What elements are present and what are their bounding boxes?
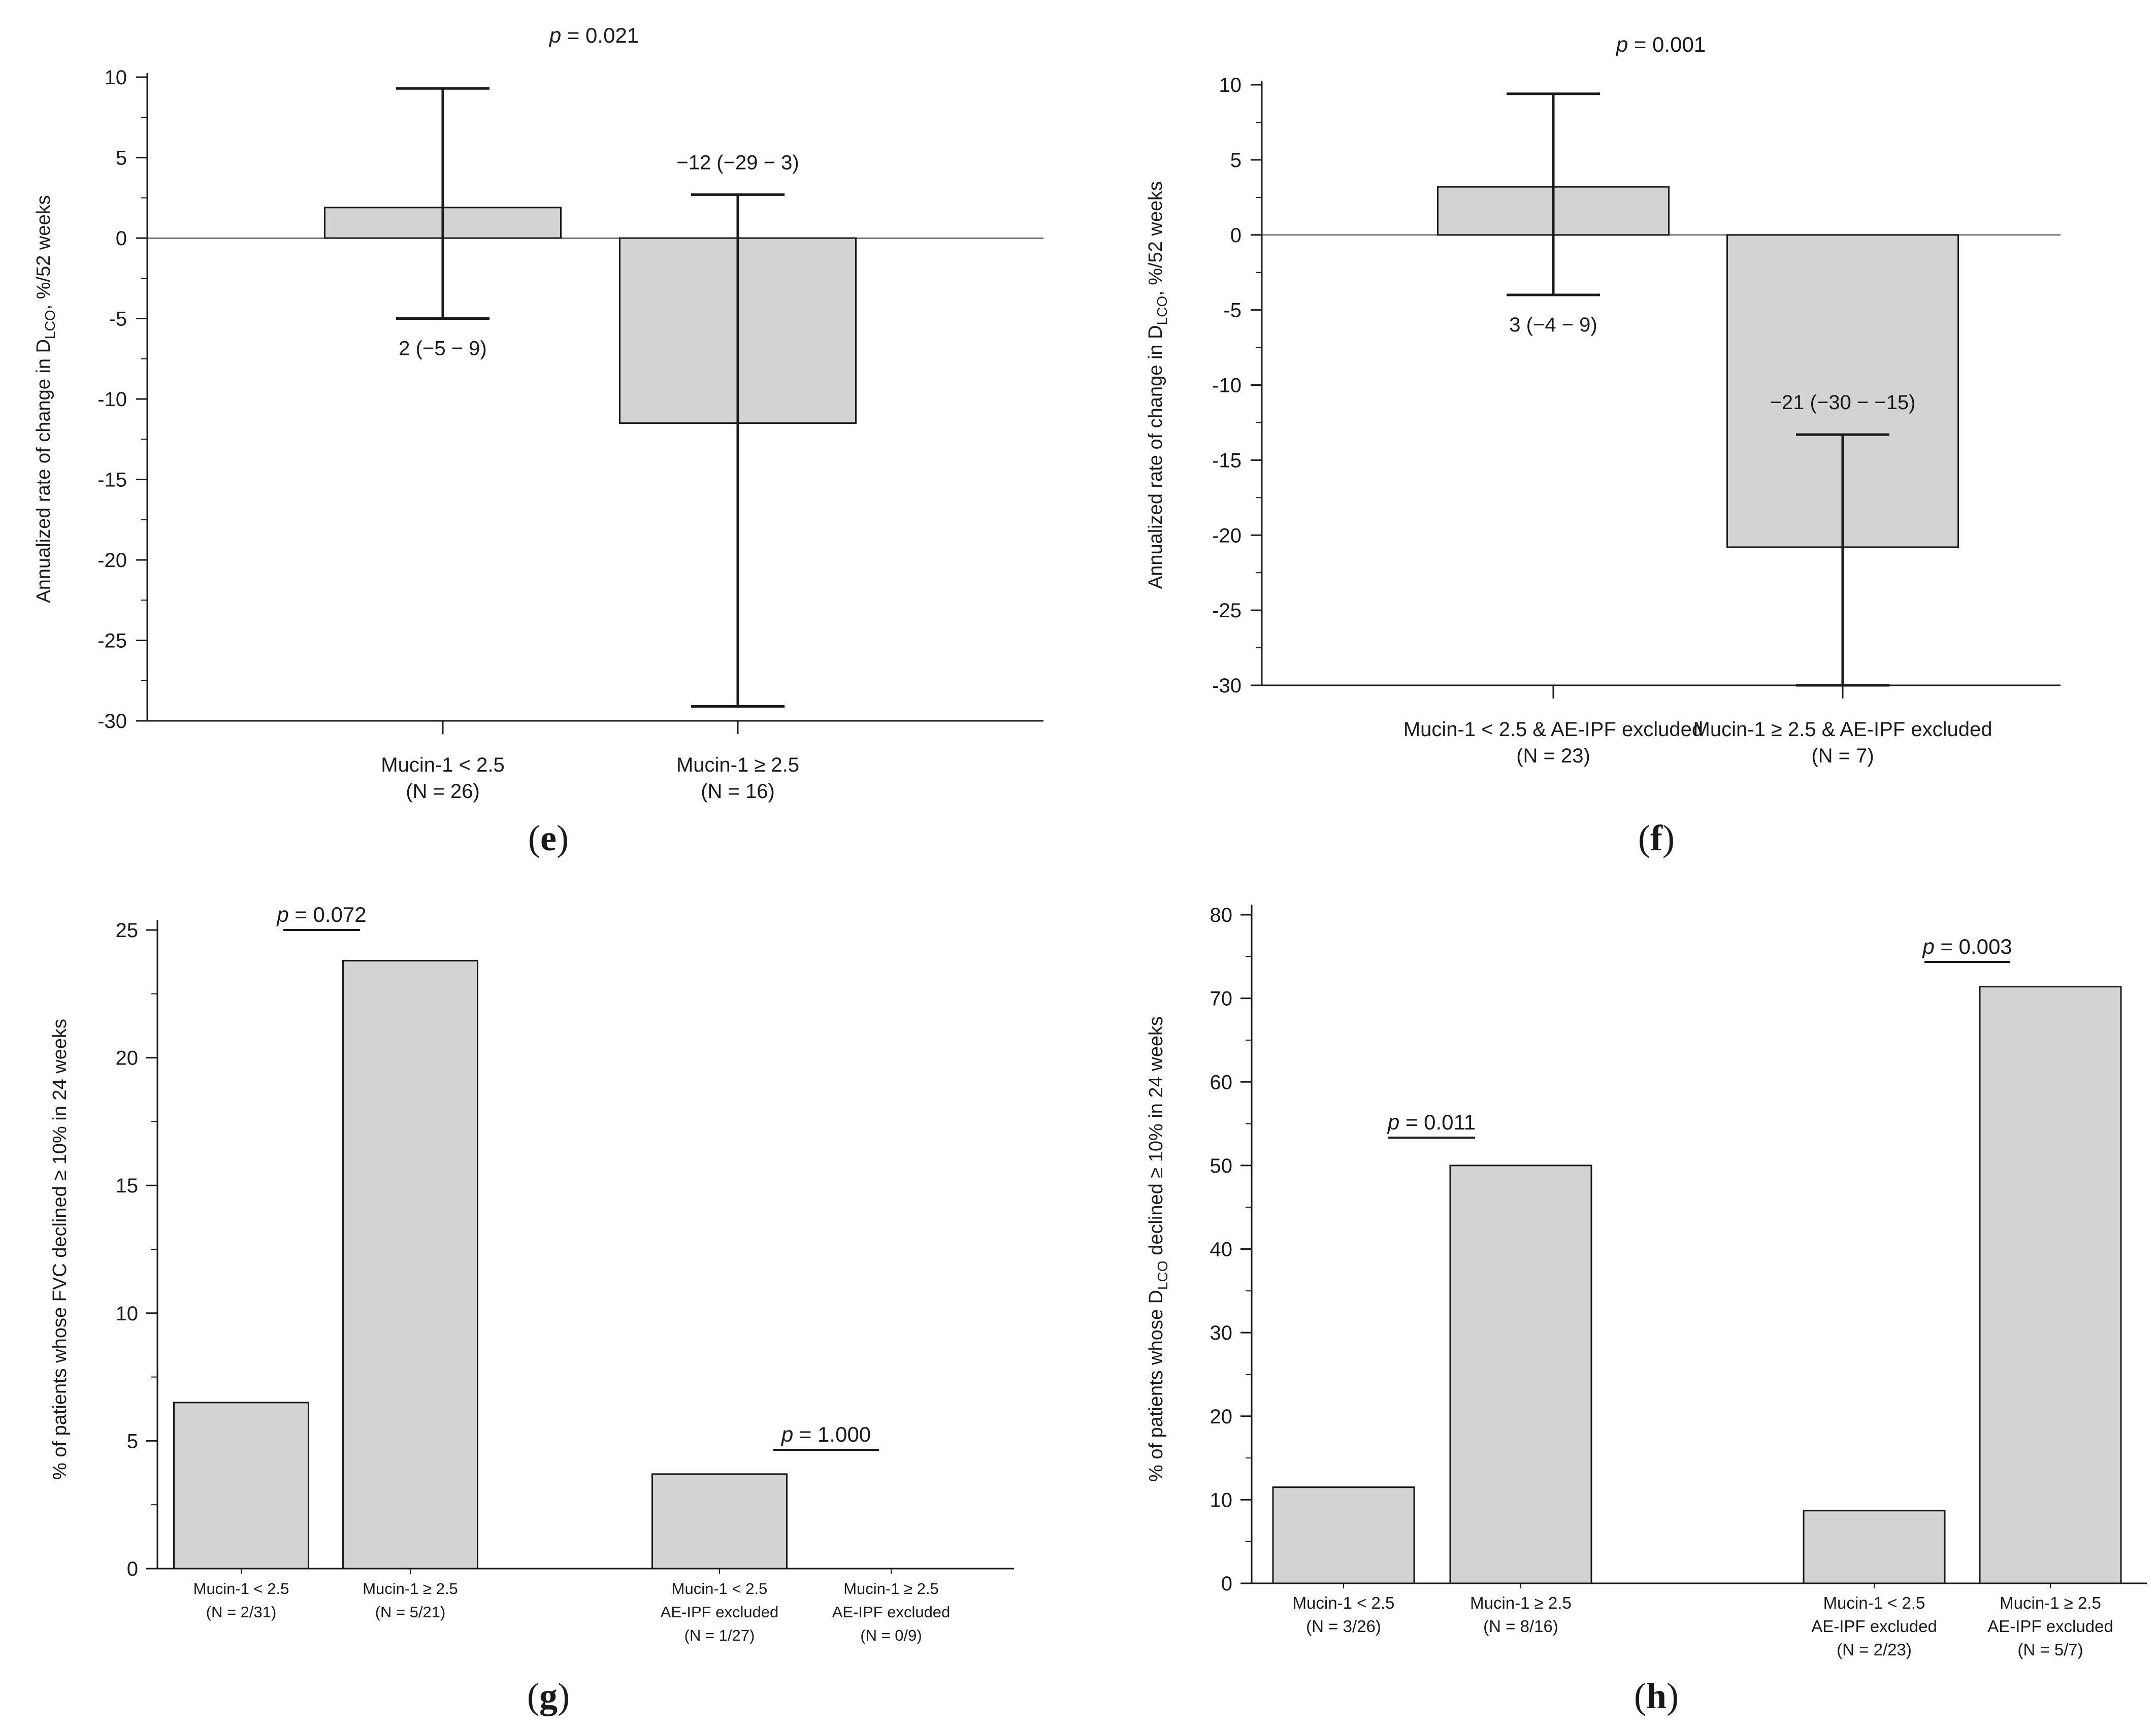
y-tick-label: -15 <box>97 469 127 491</box>
p-value-label: p = 0.021 <box>548 23 639 47</box>
bar <box>1803 1510 1946 1584</box>
caption-f: (f) <box>1638 818 1675 858</box>
bar <box>342 959 478 1570</box>
y-tick-label: 5 <box>116 147 127 170</box>
x-tick-label: Mucin-1 ≥ 2.5 & AE-IPF excluded <box>1693 718 1992 741</box>
y-tick-label: 10 <box>1219 74 1242 96</box>
x-tick-label: Mucin-1 ≥ 2.5 <box>676 754 799 776</box>
x-tick-label: (N = 2/31) <box>206 1603 277 1621</box>
x-tick-label: Mucin-1 ≥ 2.5 <box>843 1580 939 1598</box>
y-tick-label: 5 <box>1230 149 1242 172</box>
x-tick-label: Mucin-1 < 2.5 & AE-IPF excluded <box>1403 718 1703 741</box>
chart-panel-e: 10 5 0 -5 -10 -15 -20 -25 -30 Annualized rate of … <box>33 23 1043 803</box>
bar-annotation: 3 (−4 − 9) <box>1509 314 1597 336</box>
y-tick-label: 0 <box>1230 224 1242 247</box>
chart-panel-f: 10 5 0 -5 -10 -15 -20 -25 -30 Annualized rate of … <box>1145 32 2061 767</box>
x-tick-label: (N = 0/9) <box>860 1626 922 1644</box>
x-tick-label: (N = 5/7) <box>2017 1640 2083 1659</box>
y-tick-label: 50 <box>1210 1155 1233 1177</box>
y-tick-label: -25 <box>1212 600 1242 622</box>
bar <box>1272 1486 1415 1584</box>
x-tick-label: (N = 5/21) <box>375 1603 446 1621</box>
x-tick-label: AE-IPF excluded <box>832 1603 951 1621</box>
x-tick-label: Mucin-1 < 2.5 <box>672 1580 768 1598</box>
x-tick-label: AE-IPF excluded <box>1811 1617 1937 1636</box>
caption-g: (g) <box>527 1676 570 1716</box>
y-tick-label: -5 <box>109 308 127 330</box>
x-tick-label: (N = 3/26) <box>1306 1617 1381 1636</box>
y-tick-label: 10 <box>105 67 127 89</box>
x-tick-label: (N = 7) <box>1811 745 1874 767</box>
x-tick-label: AE-IPF excluded <box>1987 1617 2113 1636</box>
y-tick-label: 0 <box>1221 1573 1232 1595</box>
caption-e: (e) <box>528 818 569 858</box>
y-tick-label: 15 <box>116 1175 139 1197</box>
y-tick-label: 0 <box>116 227 127 250</box>
x-tick-label: (N = 26) <box>406 780 480 803</box>
p-value-label: p = 0.072 <box>276 903 366 926</box>
y-tick-label: 80 <box>1210 904 1233 926</box>
bar-annotation: 2 (−5 − 9) <box>399 338 486 360</box>
p-value-label: p = 0.001 <box>1615 32 1706 56</box>
bar <box>1449 1165 1592 1584</box>
caption-h: (h) <box>1634 1676 1679 1716</box>
y-tick-label: -15 <box>1212 449 1242 472</box>
chart-panel-h: 80 70 60 50 40 30 20 10 0 % of patients whose DLC… <box>1146 904 2147 1659</box>
y-tick-label: 60 <box>1210 1071 1233 1093</box>
x-tick-label: (N = 8/16) <box>1483 1617 1558 1636</box>
y-tick-label: 20 <box>1210 1406 1233 1428</box>
bar-annotation: −21 (−30 − −15) <box>1770 391 1916 414</box>
x-tick-label: (N = 1/27) <box>684 1626 755 1644</box>
y-tick-label: -25 <box>97 630 127 652</box>
y-axis-label: Annualized rate of change in DLCO, %/52 … <box>33 195 58 603</box>
x-tick-label: AE-IPF excluded <box>661 1603 779 1621</box>
x-tick-label: Mucin-1 ≥ 2.5 <box>1470 1593 1572 1612</box>
chart-panel-g: 25 20 15 10 5 0 % of patients whose FVC declin… <box>49 903 1014 1644</box>
y-tick-label: 5 <box>127 1430 138 1452</box>
y-axis-label: Annualized rate of change in DLCO, %/52 … <box>1145 181 1170 589</box>
y-tick-label: -10 <box>97 388 127 411</box>
p-value-label: p = 0.003 <box>1921 935 2012 958</box>
x-tick-label: Mucin-1 ≥ 2.5 <box>363 1580 458 1598</box>
x-tick-label: (N = 16) <box>701 780 775 803</box>
y-tick-label: -30 <box>1212 675 1242 697</box>
x-tick-label: Mucin-1 < 2.5 <box>381 754 504 776</box>
p-value-label: p = 1.000 <box>780 1422 871 1446</box>
bar <box>651 1473 788 1570</box>
y-axis-label: % of patients whose DLCO declined ≥ 10% … <box>1146 1016 1170 1482</box>
bar <box>1979 986 2122 1584</box>
bar <box>173 1402 309 1570</box>
y-tick-label: 0 <box>127 1558 138 1580</box>
y-tick-label: -30 <box>97 710 127 733</box>
x-tick-label: Mucin-1 < 2.5 <box>1293 1593 1395 1612</box>
x-tick-label: (N = 23) <box>1516 745 1590 767</box>
y-tick-label: -20 <box>1212 524 1242 547</box>
x-tick-label: Mucin-1 < 2.5 <box>193 1580 289 1598</box>
y-tick-label: 10 <box>116 1303 139 1325</box>
y-tick-label: -5 <box>1223 300 1242 322</box>
y-tick-label: -10 <box>1212 375 1242 397</box>
y-axis-label: % of patients whose FVC declined ≥ 10% i… <box>49 1019 71 1480</box>
x-tick-label: Mucin-1 < 2.5 <box>1823 1593 1925 1612</box>
p-value-label: p = 0.011 <box>1387 1110 1476 1134</box>
bar-annotation: −12 (−29 − 3) <box>676 151 799 174</box>
y-tick-label: 10 <box>1210 1489 1233 1511</box>
y-tick-label: 70 <box>1210 988 1233 1010</box>
x-tick-label: Mucin-1 ≥ 2.5 <box>2000 1593 2101 1612</box>
y-tick-label: 40 <box>1210 1239 1233 1261</box>
y-tick-label: 30 <box>1210 1322 1233 1344</box>
x-tick-label: (N = 2/23) <box>1837 1640 1912 1659</box>
y-tick-label: -20 <box>97 549 127 572</box>
y-tick-label: 20 <box>116 1047 139 1070</box>
y-tick-label: 25 <box>116 919 139 942</box>
